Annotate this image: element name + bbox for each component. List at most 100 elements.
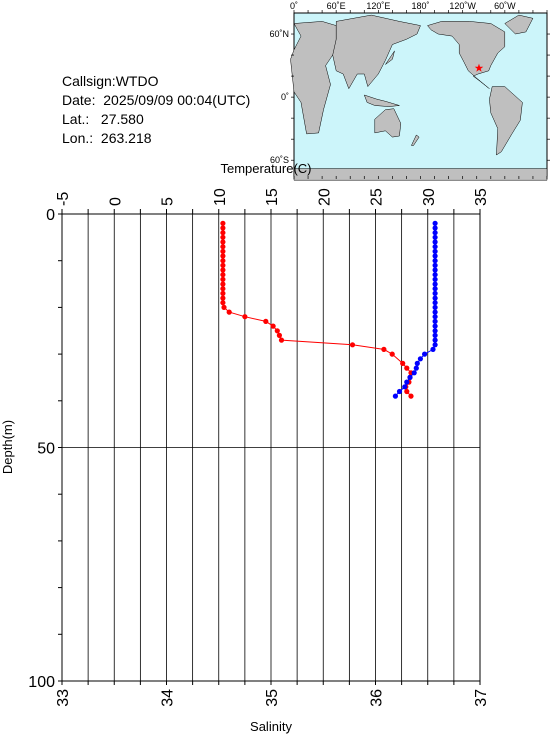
landmass — [489, 86, 523, 156]
data-point — [220, 300, 226, 306]
y-tick-label: 100 — [28, 674, 55, 691]
map-left-label: 60˚N — [269, 29, 289, 39]
map-top-label: 0˚ — [290, 1, 298, 11]
data-point — [407, 374, 413, 380]
data-point — [400, 360, 406, 366]
top-tick-label: 5 — [160, 197, 177, 206]
landmass — [332, 14, 421, 90]
bottom-tick-label: 33 — [55, 689, 72, 707]
data-point — [432, 262, 438, 268]
data-point — [396, 388, 403, 395]
data-point — [220, 276, 226, 282]
data-point — [432, 276, 438, 282]
data-point — [430, 346, 436, 352]
data-point — [389, 351, 395, 357]
data-point — [263, 318, 269, 324]
data-point — [432, 258, 438, 264]
data-point — [413, 365, 419, 371]
data-point — [220, 239, 226, 245]
data-point — [220, 286, 226, 292]
bottom-tick-label: 35 — [264, 689, 281, 707]
landmass — [363, 94, 400, 107]
data-point — [392, 393, 398, 399]
data-point — [422, 351, 428, 357]
data-point — [226, 309, 232, 315]
top-axis-title: Temperature(C) — [220, 161, 311, 176]
y-tick-label: 0 — [46, 207, 55, 224]
grid-lines — [61, 214, 481, 681]
data-point — [381, 346, 387, 352]
data-point — [432, 220, 438, 226]
data-point — [432, 337, 438, 343]
top-tick-label: 15 — [264, 188, 281, 206]
data-point — [349, 342, 356, 348]
bottom-tick-label: 37 — [473, 689, 490, 707]
lon-value: 263.218 — [100, 130, 152, 146]
lon-label: Lon.: — [62, 130, 94, 146]
map-top-label: 120˚E — [366, 1, 390, 11]
data-point — [432, 244, 438, 250]
data-point — [414, 360, 420, 366]
data-point — [220, 258, 226, 264]
data-point — [432, 290, 438, 296]
data-point — [402, 384, 408, 390]
bottom-axis-title: Salinity — [250, 719, 292, 734]
lon-line: Lon.: 263.218 — [62, 129, 250, 148]
data-point — [220, 220, 226, 226]
lat-line: Lat.: 27.580 — [62, 110, 250, 129]
map-top-label: 180˚ — [411, 1, 429, 11]
data-point — [274, 328, 280, 334]
bottom-tick-label: 34 — [160, 689, 177, 707]
data-point — [432, 332, 438, 338]
data-point — [411, 370, 417, 376]
data-point — [220, 234, 226, 240]
data-point — [242, 314, 248, 320]
data-point — [432, 248, 438, 254]
top-tick-label: 35 — [473, 188, 490, 206]
data-point — [278, 337, 285, 343]
data-point — [432, 342, 438, 348]
y-axis-title: Depth(m) — [0, 420, 15, 474]
data-point — [221, 304, 227, 310]
map-left-label: 60˚S — [270, 155, 289, 165]
landmass — [427, 21, 506, 89]
top-tick-label: 0 — [107, 197, 124, 206]
data-point — [432, 295, 438, 301]
data-point — [220, 248, 226, 254]
data-point — [408, 393, 414, 399]
landmass — [374, 108, 402, 138]
data-point — [432, 281, 438, 287]
data-point — [432, 304, 438, 310]
map-top-label: 60˚W — [494, 1, 516, 11]
station-info: Callsign:WTDO Date: 2025/09/09 00:04(UTC… — [62, 72, 250, 148]
data-point — [432, 323, 438, 329]
top-tick-label: 25 — [369, 188, 386, 206]
data-point — [432, 239, 438, 245]
data-point — [432, 318, 438, 324]
callsign-line: Callsign:WTDO — [62, 72, 250, 91]
data-point — [220, 253, 226, 259]
map-left-label: 0˚ — [281, 92, 289, 102]
data-point — [220, 225, 226, 231]
data-point — [432, 234, 438, 240]
data-point — [417, 356, 423, 362]
date-line: Date: 2025/09/09 00:04(UTC) — [62, 91, 250, 110]
data-point — [432, 230, 438, 236]
data-point — [432, 328, 438, 334]
data-point — [276, 332, 282, 338]
landmass — [411, 134, 420, 146]
data-point — [432, 300, 438, 306]
data-point — [432, 272, 438, 278]
data-point — [220, 290, 226, 296]
axis-ticks — [58, 209, 481, 685]
lat-value: 27.580 — [100, 111, 144, 127]
date-label: Date: — [62, 92, 96, 108]
map-top-label: 60˚E — [327, 1, 346, 11]
callsign-value: WTDO — [115, 73, 159, 89]
top-tick-label: 30 — [421, 188, 438, 206]
landmass — [385, 50, 395, 65]
data-point — [404, 379, 410, 385]
data-point — [270, 323, 276, 329]
